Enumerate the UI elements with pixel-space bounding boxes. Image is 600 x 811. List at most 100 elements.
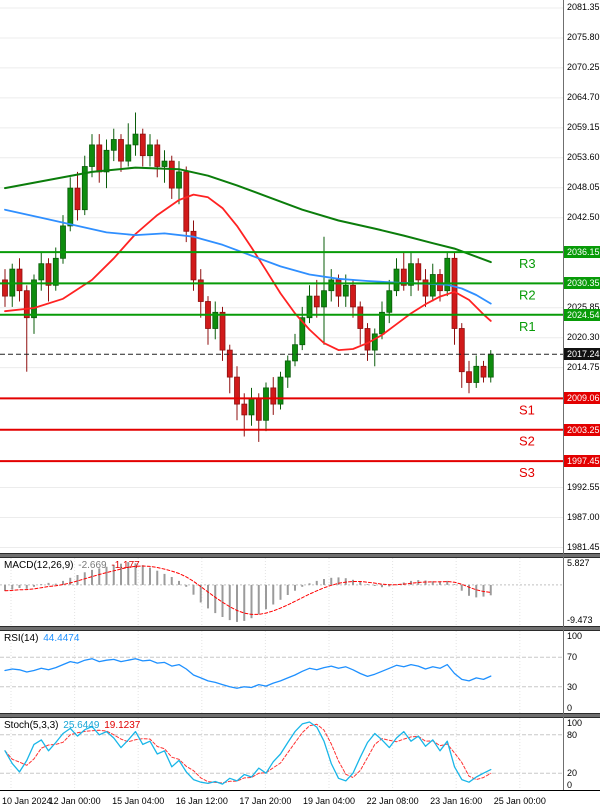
- macd-header: MACD(12,26,9) -2.669 -1.177: [4, 560, 142, 571]
- bullish-candle-body: [342, 284, 349, 297]
- ma-red-line: [4, 193, 492, 352]
- bullish-candle-body: [371, 333, 378, 351]
- bearish-candle-body: [16, 268, 23, 292]
- bearish-candle-body: [183, 171, 190, 232]
- stoch-tick-label: 20: [567, 768, 578, 779]
- axis-divider-line: [563, 0, 564, 790]
- rsi-canvas[interactable]: [0, 631, 563, 713]
- bearish-candle-body: [154, 144, 161, 167]
- resistance-price-badge: 2024.54: [564, 308, 600, 321]
- price-tick-label: 2025.85: [567, 302, 600, 313]
- bullish-candle-body: [444, 257, 451, 292]
- bearish-candle-body: [313, 295, 320, 308]
- macd-axis[interactable]: 5.827 -9.473: [564, 558, 600, 626]
- bullish-candle-body: [248, 398, 255, 416]
- bearish-candle-body: [190, 230, 197, 281]
- bullish-candle-body: [306, 295, 313, 319]
- bullish-candle-body: [212, 311, 219, 329]
- time-axis-label: 25 Jan 00:00: [493, 796, 546, 806]
- bullish-candle-body: [161, 160, 168, 167]
- bullish-candle-body: [299, 317, 306, 346]
- macd-panel[interactable]: MACD(12,26,9) -2.669 -1.177 5.827 -9.473: [0, 558, 600, 626]
- bullish-candle-body: [408, 263, 414, 286]
- stoch-d-line: [4, 723, 492, 784]
- price-tick-label: 2053.60: [567, 152, 600, 163]
- price-tick-label: 2070.25: [567, 62, 600, 73]
- stochastic-d-value: 19.1237: [104, 720, 141, 731]
- bearish-candle-body: [357, 306, 364, 329]
- rsi-tick-label: 70: [567, 652, 578, 663]
- price-tick-label: 2064.70: [567, 92, 600, 103]
- bearish-candle-body: [480, 365, 487, 378]
- macd-label: MACD(12,26,9): [4, 560, 74, 571]
- bullish-candle-body: [60, 225, 66, 259]
- bullish-candle-body: [103, 149, 110, 173]
- rsi-line: [4, 658, 492, 689]
- bearish-candle-body: [458, 328, 465, 373]
- panel-separator[interactable]: [0, 713, 600, 718]
- bullish-candle-body: [487, 353, 494, 378]
- price-tick-label: 2059.15: [567, 122, 600, 133]
- bullish-candle-body: [52, 257, 59, 286]
- price-axis[interactable]: 2081.35 2075.80 2070.25 2064.70 2059.15 2053.…: [564, 0, 600, 553]
- macd-signal-value: -1.177: [111, 560, 140, 571]
- stochastic-axis[interactable]: 100 80 20 0: [564, 718, 600, 790]
- panel-separator[interactable]: [0, 626, 600, 631]
- bullish-candle-body: [38, 263, 45, 281]
- resistance-level-label: R2: [519, 287, 536, 302]
- bullish-candle-body: [393, 268, 400, 292]
- bearish-candle-body: [23, 290, 30, 319]
- stoch-tick-label: 80: [567, 729, 578, 740]
- time-axis[interactable]: 10 Jan 2024 12 Jan 00:00 15 Jan 04:00 16 Ja…: [0, 790, 600, 811]
- price-chart-panel[interactable]: R3 R2 R1 S1 S2 S3 2081.35 2075.80 2070.25 2064.7…: [0, 0, 600, 553]
- panel-separator[interactable]: [0, 553, 600, 558]
- price-tick-label: 1992.55: [567, 482, 600, 492]
- resistance-level-label: R1: [519, 319, 536, 334]
- bullish-candle-body: [429, 274, 436, 297]
- stochastic-panel[interactable]: Stoch(5,3,3) 25.6449 19.1237 100 80 20 0: [0, 718, 600, 790]
- price-tick-label: 2048.05: [567, 182, 600, 193]
- stochastic-canvas[interactable]: [0, 718, 563, 790]
- bearish-candle-body: [255, 398, 262, 421]
- bearish-candle-body: [415, 263, 422, 281]
- rsi-panel[interactable]: RSI(14) 44.4474 100 70 30 0: [0, 631, 600, 713]
- bullish-candle-body: [386, 290, 393, 313]
- stochastic-k-value: 25.6449: [63, 720, 100, 731]
- time-axis-label: 10 Jan 2024: [2, 796, 52, 806]
- bullish-candle-body: [67, 187, 74, 227]
- support-level-label: S3: [519, 465, 535, 480]
- support-level-label: S2: [519, 434, 535, 449]
- rsi-label: RSI(14): [4, 633, 39, 644]
- macd-canvas[interactable]: [0, 558, 563, 626]
- support-price-badge: 1997.45: [564, 455, 600, 468]
- ma-blue-line: [4, 208, 492, 305]
- macd-max-label: 5.827: [567, 558, 590, 568]
- bearish-candle-body: [45, 263, 52, 286]
- rsi-axis[interactable]: 100 70 30 0: [564, 631, 600, 713]
- time-axis-label: 12 Jan 00:00: [48, 796, 101, 806]
- stoch-tick-label: 100: [567, 718, 583, 728]
- bullish-candle-body: [328, 279, 335, 292]
- bearish-candle-body: [234, 376, 240, 405]
- resistance-price-badge: 2036.15: [564, 246, 600, 259]
- rsi-tick-label: 30: [567, 681, 578, 692]
- time-axis-label: 23 Jan 16:00: [430, 796, 483, 806]
- price-tick-label: 2081.35: [567, 2, 600, 13]
- price-tick-label: 2014.75: [567, 362, 600, 373]
- time-axis-label: 17 Jan 20:00: [239, 796, 292, 806]
- bearish-candle-body: [466, 371, 472, 383]
- bearish-candle-body: [422, 279, 429, 297]
- bearish-candle-body: [364, 328, 371, 351]
- bullish-candle-body: [321, 290, 327, 308]
- bearish-candle-body: [118, 139, 124, 162]
- price-tick-label: 2042.50: [567, 212, 600, 223]
- rsi-header: RSI(14) 44.4474: [4, 633, 81, 644]
- bearish-candle-body: [241, 403, 248, 416]
- price-chart-canvas[interactable]: R3 R2 R1 S1 S2 S3: [0, 0, 563, 553]
- bullish-candle-body: [284, 360, 291, 378]
- stoch-k-line: [4, 721, 492, 785]
- rsi-value: 44.4474: [43, 633, 80, 644]
- price-tick-label: 1981.45: [567, 541, 600, 552]
- ma-green-line: [4, 166, 492, 264]
- bullish-candle-body: [81, 166, 88, 211]
